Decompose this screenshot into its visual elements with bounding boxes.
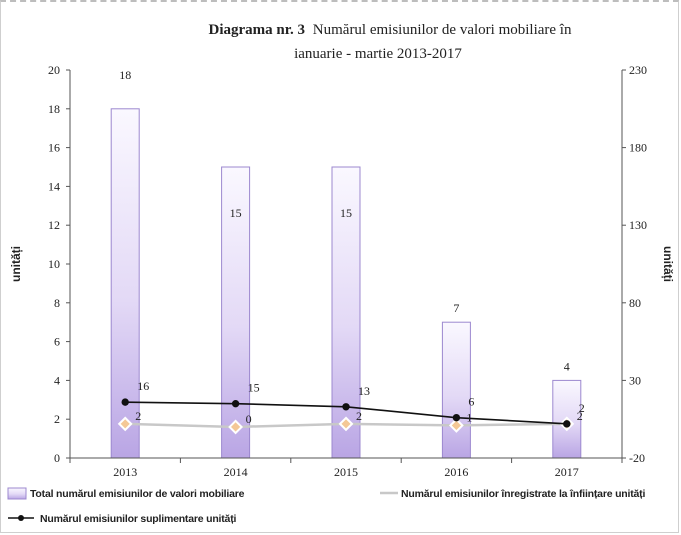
x-tick-label: 2016 xyxy=(444,465,468,479)
line-data-label: 1 xyxy=(466,410,472,424)
series-marker-dot xyxy=(452,413,461,422)
bar xyxy=(221,166,251,459)
y-tick-label-right: -20 xyxy=(629,451,645,465)
series-marker-diamond xyxy=(448,417,464,433)
chart-title-bold: Diagrama nr. 3 xyxy=(209,22,306,38)
line-data-label: 2 xyxy=(356,409,362,423)
series-marker-diamond xyxy=(338,416,354,432)
y-tick-label-left: 20 xyxy=(48,63,60,77)
y-tick-label-left: 0 xyxy=(54,451,60,465)
line-data-label: 15 xyxy=(248,381,260,395)
legend-label-new: Numărul emisiunilor înregistrate la înfi… xyxy=(401,488,645,500)
bar xyxy=(441,321,471,459)
legend-label-total: Total numărul emisiunilor de valori mobi… xyxy=(30,488,245,500)
line-data-label: 6 xyxy=(468,395,474,409)
y-tick-label-left: 10 xyxy=(48,257,60,271)
legend-swatch-bar xyxy=(7,487,27,500)
legend-swatch-dot-supp xyxy=(18,515,24,521)
line-data-label: 2 xyxy=(579,401,585,415)
y-tick-label-right: 230 xyxy=(629,63,647,77)
x-tick-label: 2014 xyxy=(224,465,248,479)
y-tick-label-right: 30 xyxy=(629,373,641,387)
y-axis-title-right: unități xyxy=(661,246,675,282)
y-tick-label-left: 16 xyxy=(48,141,60,155)
bar-data-label: 7 xyxy=(453,301,459,315)
series-marker-dot xyxy=(121,398,129,406)
y-tick-label-left: 14 xyxy=(48,179,60,193)
x-tick-label: 2013 xyxy=(113,465,137,479)
y-tick-label-right: 130 xyxy=(629,218,647,232)
series-marker-dot xyxy=(231,399,240,408)
series-marker-diamond xyxy=(228,419,244,435)
legend-label-supp: Numărul emisiunilor suplimentare unități xyxy=(40,513,236,525)
chart-title: Diagrama nr. 3 Numărul emisiunilor de va… xyxy=(209,22,572,38)
bar-data-label: 4 xyxy=(564,359,570,373)
bar-data-label: 15 xyxy=(340,206,352,220)
y-axis-title-left: unități xyxy=(9,246,23,282)
y-tick-label-left: 8 xyxy=(54,296,60,310)
series-marker-dot xyxy=(342,403,350,411)
y-tick-label-left: 12 xyxy=(48,218,60,232)
y-tick-label-left: 2 xyxy=(54,412,60,426)
bar-data-label: 15 xyxy=(230,206,242,220)
chart-title-rest: Numărul emisiunilor de valori mobiliare … xyxy=(313,22,572,38)
chart-title-line2: ianuarie - martie 2013-2017 xyxy=(294,46,462,62)
y-tick-label-right: 80 xyxy=(629,296,641,310)
series-marker-diamond xyxy=(117,416,133,432)
bar-data-label: 18 xyxy=(119,68,131,82)
y-tick-label-left: 6 xyxy=(54,335,60,349)
line-data-label: 2 xyxy=(135,409,141,423)
y-tick-label-right: 180 xyxy=(629,141,647,155)
y-tick-label-left: 18 xyxy=(48,102,60,116)
y-tick-label-left: 4 xyxy=(54,373,60,387)
line-data-label: 0 xyxy=(246,412,252,426)
line-data-label: 2 xyxy=(577,409,583,423)
line-data-label: 16 xyxy=(137,379,149,393)
x-tick-label: 2015 xyxy=(334,465,358,479)
x-tick-label: 2017 xyxy=(555,465,579,479)
line-data-label: 13 xyxy=(358,384,370,398)
series-marker-dot xyxy=(563,420,571,428)
